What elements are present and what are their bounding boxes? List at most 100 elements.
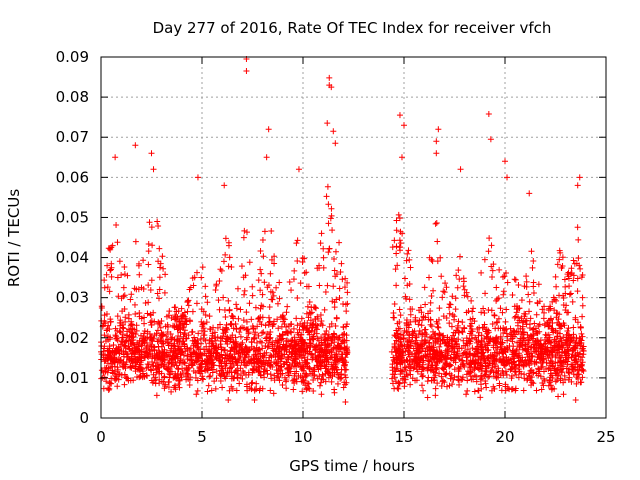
- data-point: [213, 375, 220, 382]
- data-point: [208, 343, 215, 350]
- data-point: [237, 372, 244, 379]
- data-point: [453, 338, 460, 345]
- data-point: [318, 391, 325, 398]
- data-point: [246, 259, 253, 266]
- data-point: [105, 333, 112, 340]
- data-point: [112, 348, 119, 355]
- data-point: [129, 362, 136, 369]
- data-point: [184, 370, 191, 377]
- data-point: [256, 318, 263, 325]
- data-point: [403, 371, 410, 378]
- data-point: [334, 355, 341, 362]
- data-point: [344, 279, 351, 286]
- data-point: [300, 352, 307, 359]
- data-point: [317, 311, 324, 318]
- data-point: [109, 367, 116, 374]
- data-point: [300, 339, 307, 346]
- data-point: [267, 387, 274, 394]
- data-point: [559, 254, 566, 261]
- data-point: [279, 312, 286, 319]
- data-point: [207, 373, 214, 380]
- data-point: [107, 380, 114, 387]
- data-point: [412, 317, 419, 324]
- data-point: [271, 253, 278, 260]
- data-point: [177, 357, 184, 364]
- data-point: [497, 305, 504, 312]
- data-point: [500, 362, 507, 369]
- data-point: [460, 283, 467, 290]
- data-point: [489, 267, 496, 274]
- data-point: [177, 371, 184, 378]
- data-point: [124, 272, 131, 279]
- data-point: [145, 282, 152, 289]
- data-point: [235, 315, 242, 322]
- data-point: [406, 256, 413, 263]
- data-point: [101, 332, 108, 339]
- data-point: [321, 306, 328, 313]
- data-point: [424, 378, 431, 385]
- data-point: [335, 342, 342, 349]
- data-point: [284, 303, 291, 310]
- data-point: [237, 306, 244, 313]
- data-point: [503, 270, 510, 277]
- data-point: [203, 319, 210, 326]
- data-point: [277, 353, 284, 360]
- data-point: [492, 325, 499, 332]
- data-point: [121, 343, 128, 350]
- data-point: [325, 249, 332, 256]
- data-point: [320, 264, 327, 271]
- data-point: [420, 313, 427, 320]
- data-point: [317, 345, 324, 352]
- data-point: [199, 357, 206, 364]
- data-point: [518, 330, 525, 337]
- data-point: [438, 373, 445, 380]
- data-point: [265, 357, 272, 364]
- data-point: [293, 240, 300, 247]
- data-point: [337, 268, 344, 275]
- data-point: [104, 284, 111, 291]
- data-point: [147, 312, 154, 319]
- data-point: [100, 385, 107, 392]
- data-point: [559, 345, 566, 352]
- data-point: [340, 384, 347, 391]
- data-point: [239, 375, 246, 382]
- data-point: [452, 295, 459, 302]
- data-point: [579, 333, 586, 340]
- data-point: [155, 319, 162, 326]
- data-point: [201, 346, 208, 353]
- data-point: [160, 362, 167, 369]
- data-point: [172, 358, 179, 365]
- data-point: [291, 363, 298, 370]
- data-point: [440, 365, 447, 372]
- data-point: [267, 363, 274, 370]
- data-point: [336, 295, 343, 302]
- data-point: [234, 285, 241, 292]
- data-point: [103, 327, 110, 334]
- data-point: [521, 371, 528, 378]
- data-point: [341, 339, 348, 346]
- data-point: [420, 387, 427, 394]
- data-point: [132, 238, 139, 245]
- data-point: [478, 372, 485, 379]
- data-point: [560, 334, 567, 341]
- data-point: [415, 321, 422, 328]
- data-point: [549, 326, 556, 333]
- data-point: [565, 325, 572, 332]
- data-point: [341, 379, 348, 386]
- data-point: [120, 325, 127, 332]
- data-point: [181, 341, 188, 348]
- data-point: [324, 183, 331, 190]
- data-point: [113, 335, 120, 342]
- data-point: [250, 325, 257, 332]
- data-point: [161, 373, 168, 380]
- data-point: [136, 309, 143, 316]
- data-point: [101, 277, 108, 284]
- data-point: [174, 337, 181, 344]
- data-point: [330, 345, 337, 352]
- data-point: [469, 345, 476, 352]
- data-point: [464, 293, 471, 300]
- data-point: [335, 371, 342, 378]
- data-point: [389, 244, 396, 251]
- data-point: [103, 310, 110, 317]
- data-point: [438, 383, 445, 390]
